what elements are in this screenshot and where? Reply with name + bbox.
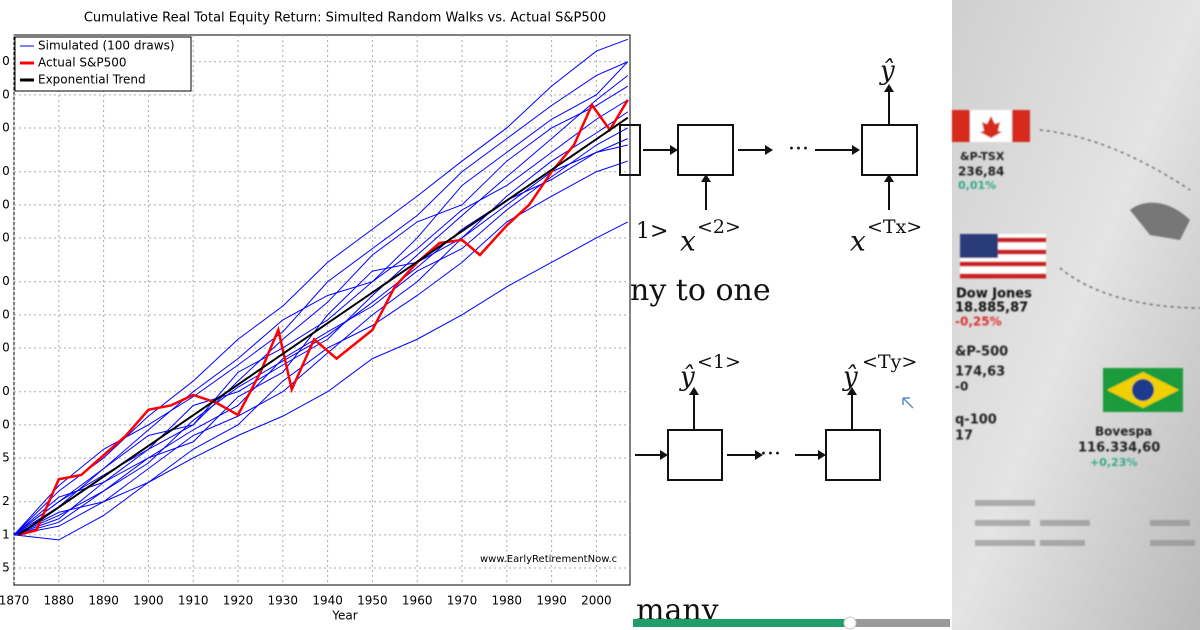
x-tick-label: 1950	[357, 594, 388, 608]
x-tick-label: 1980	[492, 594, 523, 608]
photo-text: -0	[955, 380, 968, 394]
chart-title: Cumulative Real Total Equity Return: Sim…	[84, 11, 606, 26]
x-sup: <2>	[697, 216, 741, 238]
simulated-line	[14, 38, 628, 536]
y-sup: <Ty>	[862, 351, 917, 373]
box	[619, 124, 641, 176]
x-tick-label: 1930	[268, 594, 299, 608]
x-tick-label: 1960	[402, 594, 433, 608]
pen-mark	[902, 397, 914, 409]
x-tick-label: 1920	[223, 594, 254, 608]
photo-text: 116.334,60	[1078, 441, 1160, 456]
grid: 5 1 2 5 0 0 0 0 0 0 0 0 0 0 0 1870 1880 1890 1900 1910 1920 1…	[0, 35, 630, 608]
simulated-line	[14, 111, 629, 536]
y-tick-label: 0	[2, 274, 10, 288]
x-label: x	[680, 225, 696, 258]
photo-text: &P-500	[955, 345, 1008, 360]
y-hat: ŷ	[842, 362, 858, 392]
x-tick-label: 1910	[178, 594, 209, 608]
photo-text: 18.885,87	[955, 301, 1028, 316]
y-hat: ŷ	[679, 362, 695, 392]
x-tick-label: 1940	[312, 594, 343, 608]
x-sup: <Tx>	[867, 216, 922, 238]
progress-knob[interactable]	[843, 616, 857, 630]
photo-text: &P-TSX	[960, 150, 1005, 163]
series-line	[17, 116, 629, 536]
simulated-line	[14, 138, 628, 536]
photo-text: q-100	[955, 413, 997, 428]
simulated-line	[14, 160, 628, 541]
y-tick-label: 0	[2, 120, 10, 134]
y-tick-label: 0	[2, 417, 10, 431]
y-tick-label: 0	[2, 340, 10, 354]
lines	[14, 38, 629, 541]
plot-frame	[13, 34, 631, 586]
photo: &P-TSX 236,840,01% Dow Jones18.885,87-0,25…	[952, 0, 1200, 630]
y-tick-label: 0	[2, 307, 10, 321]
heading: ny to one	[630, 273, 771, 308]
x-tick-label: 1880	[44, 594, 75, 608]
simulated-line	[14, 61, 629, 536]
series-line	[18, 99, 629, 537]
photo-text: 236,84	[958, 165, 1004, 179]
y-tick-label: 0	[2, 87, 10, 101]
dots: ···	[788, 137, 809, 162]
diagram-bg	[633, 0, 951, 630]
y-tick-label: 0	[2, 54, 10, 68]
photo-text: +0,23%	[1090, 456, 1137, 469]
photo-text: Dow Jones	[956, 287, 1032, 302]
simulated-line	[14, 144, 628, 536]
photo-text: 0,01%	[958, 179, 996, 192]
photo-text: Bovespa	[1095, 425, 1152, 439]
simulated-line	[14, 99, 629, 536]
photo-text: -0,25%	[955, 315, 1002, 329]
x-label: Year	[331, 609, 357, 623]
simulated-line	[14, 127, 628, 536]
legend-label: Exponential Trend	[38, 73, 146, 87]
progress-rest[interactable]	[850, 619, 950, 627]
arrows	[635, 92, 890, 456]
x-tick-label: 1870	[0, 594, 29, 608]
y-tick-label: 2	[2, 494, 10, 508]
y-tick-label: 1	[2, 527, 10, 541]
watermark: www.EarlyRetirementNow.c	[480, 554, 617, 565]
y-tick-label: 0	[2, 384, 10, 398]
legend-label: Actual S&P500	[38, 56, 127, 70]
y-tick-label: 5	[2, 450, 10, 464]
y-tick-label: 0	[2, 230, 10, 244]
y-sup: <1>	[697, 351, 741, 373]
legend-box	[14, 36, 192, 92]
x-label: 1>	[636, 219, 668, 244]
photo-text: 17	[955, 429, 973, 444]
simulated-line	[14, 75, 629, 536]
legend-label: Simulated (100 draws)	[38, 39, 175, 53]
x-tick-label: 1970	[447, 594, 478, 608]
y-tick-label: 5	[2, 560, 10, 574]
x-tick-label: 1990	[536, 594, 567, 608]
progress[interactable]	[633, 619, 850, 627]
x-tick-label: 1890	[88, 594, 119, 608]
x-tick-label: 1900	[133, 594, 164, 608]
simulated-line	[14, 221, 628, 536]
x-label: x	[850, 225, 866, 258]
x-tick-label: 2000	[581, 594, 612, 608]
y-tick-label: 0	[2, 197, 10, 211]
chart: 5 1 2 5 0 0 0 0 0 0 0 0 0 0 0 1870 1880 1890 1900 1910 1920 1…	[0, 11, 631, 623]
dots: ···	[760, 442, 781, 467]
diagram: ··· ··· ŷ 1> x <2> x <Tx> ny to one ŷ <1…	[619, 0, 951, 630]
photo-text: 174,63	[955, 365, 1005, 380]
y-hat: ŷ	[879, 56, 895, 86]
y-tick-label: 0	[2, 164, 10, 178]
legend: Simulated (100 draws) Actual S&P500 Expone…	[14, 36, 192, 92]
